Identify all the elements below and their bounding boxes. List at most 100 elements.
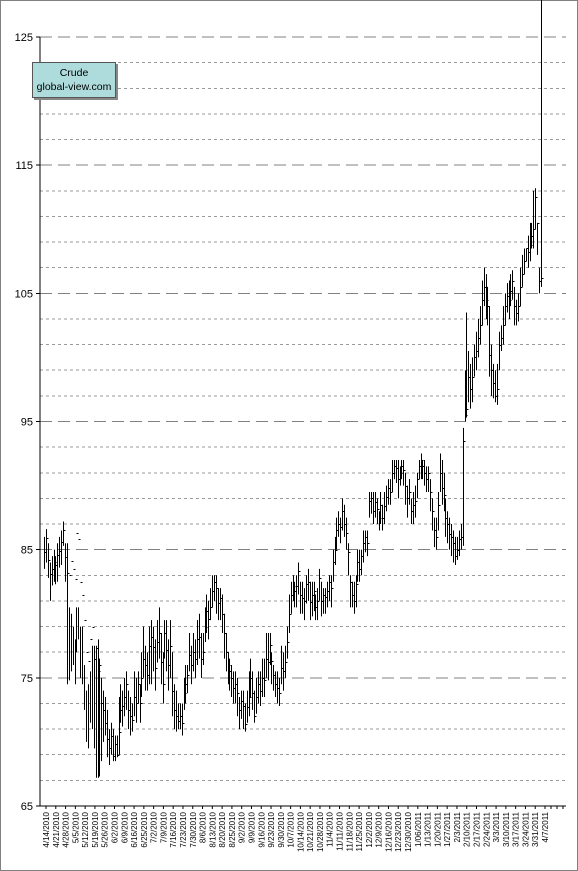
ohlc-bar xyxy=(524,248,527,275)
x-tick-label: 7/9/2010 xyxy=(159,811,168,843)
y-tick-label: 115 xyxy=(15,160,33,172)
y-tick-label: 75 xyxy=(21,673,33,685)
x-tick-label: 7/30/2010 xyxy=(189,811,198,847)
ohlc-bar xyxy=(520,267,523,307)
ohlc-bar xyxy=(136,677,139,723)
ohlc-bar xyxy=(92,627,95,730)
x-tick-label: 2/3/2011 xyxy=(453,811,462,842)
x-tick-label: 6/25/2010 xyxy=(140,811,149,847)
ohlc-bar xyxy=(289,594,292,633)
ohlc-bar xyxy=(346,517,349,550)
ohlc-bar xyxy=(537,222,540,255)
x-tick-label: 9/23/2010 xyxy=(267,811,276,847)
ohlc-bar xyxy=(463,427,466,546)
ohlc-bar xyxy=(298,562,301,595)
ohlc-bar xyxy=(245,703,248,732)
x-tick-label: 8/20/2010 xyxy=(218,811,227,847)
x-tick-label: 5/19/2010 xyxy=(91,811,100,847)
x-tick-label: 8/13/2010 xyxy=(208,811,217,847)
ohlc-bar xyxy=(48,543,51,578)
ohlc-bar xyxy=(356,575,359,608)
ohlc-bar xyxy=(73,569,76,666)
x-tick-label: 12/30/2010 xyxy=(404,811,413,852)
x-tick-label: 12/2/2010 xyxy=(365,811,374,847)
x-tick-label: 3/10/2011 xyxy=(502,811,511,847)
x-tick-label: 3/24/2011 xyxy=(521,811,530,847)
legend-box: Crude global-view.com xyxy=(32,62,116,98)
x-tick-label: 5/5/2010 xyxy=(71,811,80,843)
x-tick-label: 8/6/2010 xyxy=(199,811,208,843)
ohlc-bar xyxy=(119,697,122,755)
ohlc-bar xyxy=(69,575,72,681)
ohlc-bar xyxy=(155,639,158,691)
ohlc-bar xyxy=(518,293,521,322)
ohlc-bar xyxy=(163,652,166,704)
ohlc-bar xyxy=(187,665,190,694)
ohlc-bar xyxy=(430,479,433,512)
ohlc-bar xyxy=(285,645,288,678)
ohlc-bar xyxy=(438,491,441,531)
ohlc-bar xyxy=(75,579,78,685)
ohlc-bar xyxy=(417,472,420,499)
ohlc-bar xyxy=(264,658,267,698)
x-tick-label: 11/11/2010 xyxy=(336,811,345,850)
ohlc-bar xyxy=(132,703,135,732)
ohlc-bars xyxy=(44,0,544,778)
x-tick-label: 2/24/2011 xyxy=(482,811,491,847)
x-tick-label: 4/21/2010 xyxy=(52,811,61,847)
ohlc-bar xyxy=(182,703,185,736)
ohlc-bar xyxy=(314,581,317,612)
x-tick-label: 11/18/2010 xyxy=(345,811,354,851)
ohlc-bar xyxy=(480,306,483,345)
x-tick-label: 10/21/2010 xyxy=(306,811,315,852)
ohlc-bar xyxy=(71,561,74,672)
ohlc-bar xyxy=(80,582,83,678)
ohlc-bar xyxy=(46,529,49,563)
x-tick-label: 7/23/2010 xyxy=(179,811,188,847)
ohlc-bar xyxy=(63,521,66,546)
y-tick-labels: 65 75 85 95 105 115 125 xyxy=(15,32,33,813)
ohlc-bar xyxy=(390,479,393,505)
x-tick-label: 3/3/2011 xyxy=(492,811,501,842)
x-tick-label: 6/9/2010 xyxy=(120,811,129,843)
ohlc-bar xyxy=(67,543,70,685)
ohlc-bar xyxy=(287,626,290,659)
ohlc-bar xyxy=(84,620,87,710)
ohlc-bar xyxy=(503,306,506,345)
y-tick-label: 85 xyxy=(21,545,33,557)
x-tick-label: 10/14/2010 xyxy=(296,811,305,852)
x-tick-label: 1/06/2011 xyxy=(414,811,423,847)
ohlc-bar xyxy=(522,254,525,287)
ohlc-bar xyxy=(432,498,435,531)
ohlc-bar xyxy=(533,190,536,249)
ohlc-bar xyxy=(466,312,469,418)
x-tick-label: 4/28/2010 xyxy=(62,811,71,847)
x-tick-label: 9/30/2010 xyxy=(277,811,286,847)
ohlc-bar xyxy=(203,632,206,666)
x-tick-label: 2/10/2011 xyxy=(463,811,472,847)
ohlc-bar xyxy=(88,661,91,749)
ohlc-bar xyxy=(210,588,213,621)
ohlc-bar xyxy=(141,652,144,698)
ohlc-bar xyxy=(317,588,320,621)
ohlc-bar xyxy=(367,530,370,557)
x-tick-label: 5/26/2010 xyxy=(101,811,110,847)
ohlc-bar xyxy=(271,652,274,685)
x-tick-label: 5/12/2010 xyxy=(81,811,90,847)
x-tick-label: 6/2/2010 xyxy=(110,811,119,843)
x-tick-label: 4/14/2010 xyxy=(42,811,51,847)
ohlc-bar xyxy=(249,671,252,717)
legend-source: global-view.com xyxy=(36,81,112,93)
x-tick-label: 7/2/2010 xyxy=(150,811,159,843)
x-tick-label: 12/23/2010 xyxy=(394,811,403,852)
ohlc-bar xyxy=(140,684,143,723)
ohlc-bar xyxy=(117,735,120,758)
ohlc-bar xyxy=(415,485,418,518)
x-tick-label: 9/2/2010 xyxy=(238,811,247,843)
ohlc-bar xyxy=(319,568,322,601)
x-tick-label: 11/4/2010 xyxy=(326,811,335,847)
ohlc-bar xyxy=(409,479,412,505)
ohlc-bar xyxy=(170,620,173,678)
x-tick-label: 1/20/2011 xyxy=(433,811,442,847)
